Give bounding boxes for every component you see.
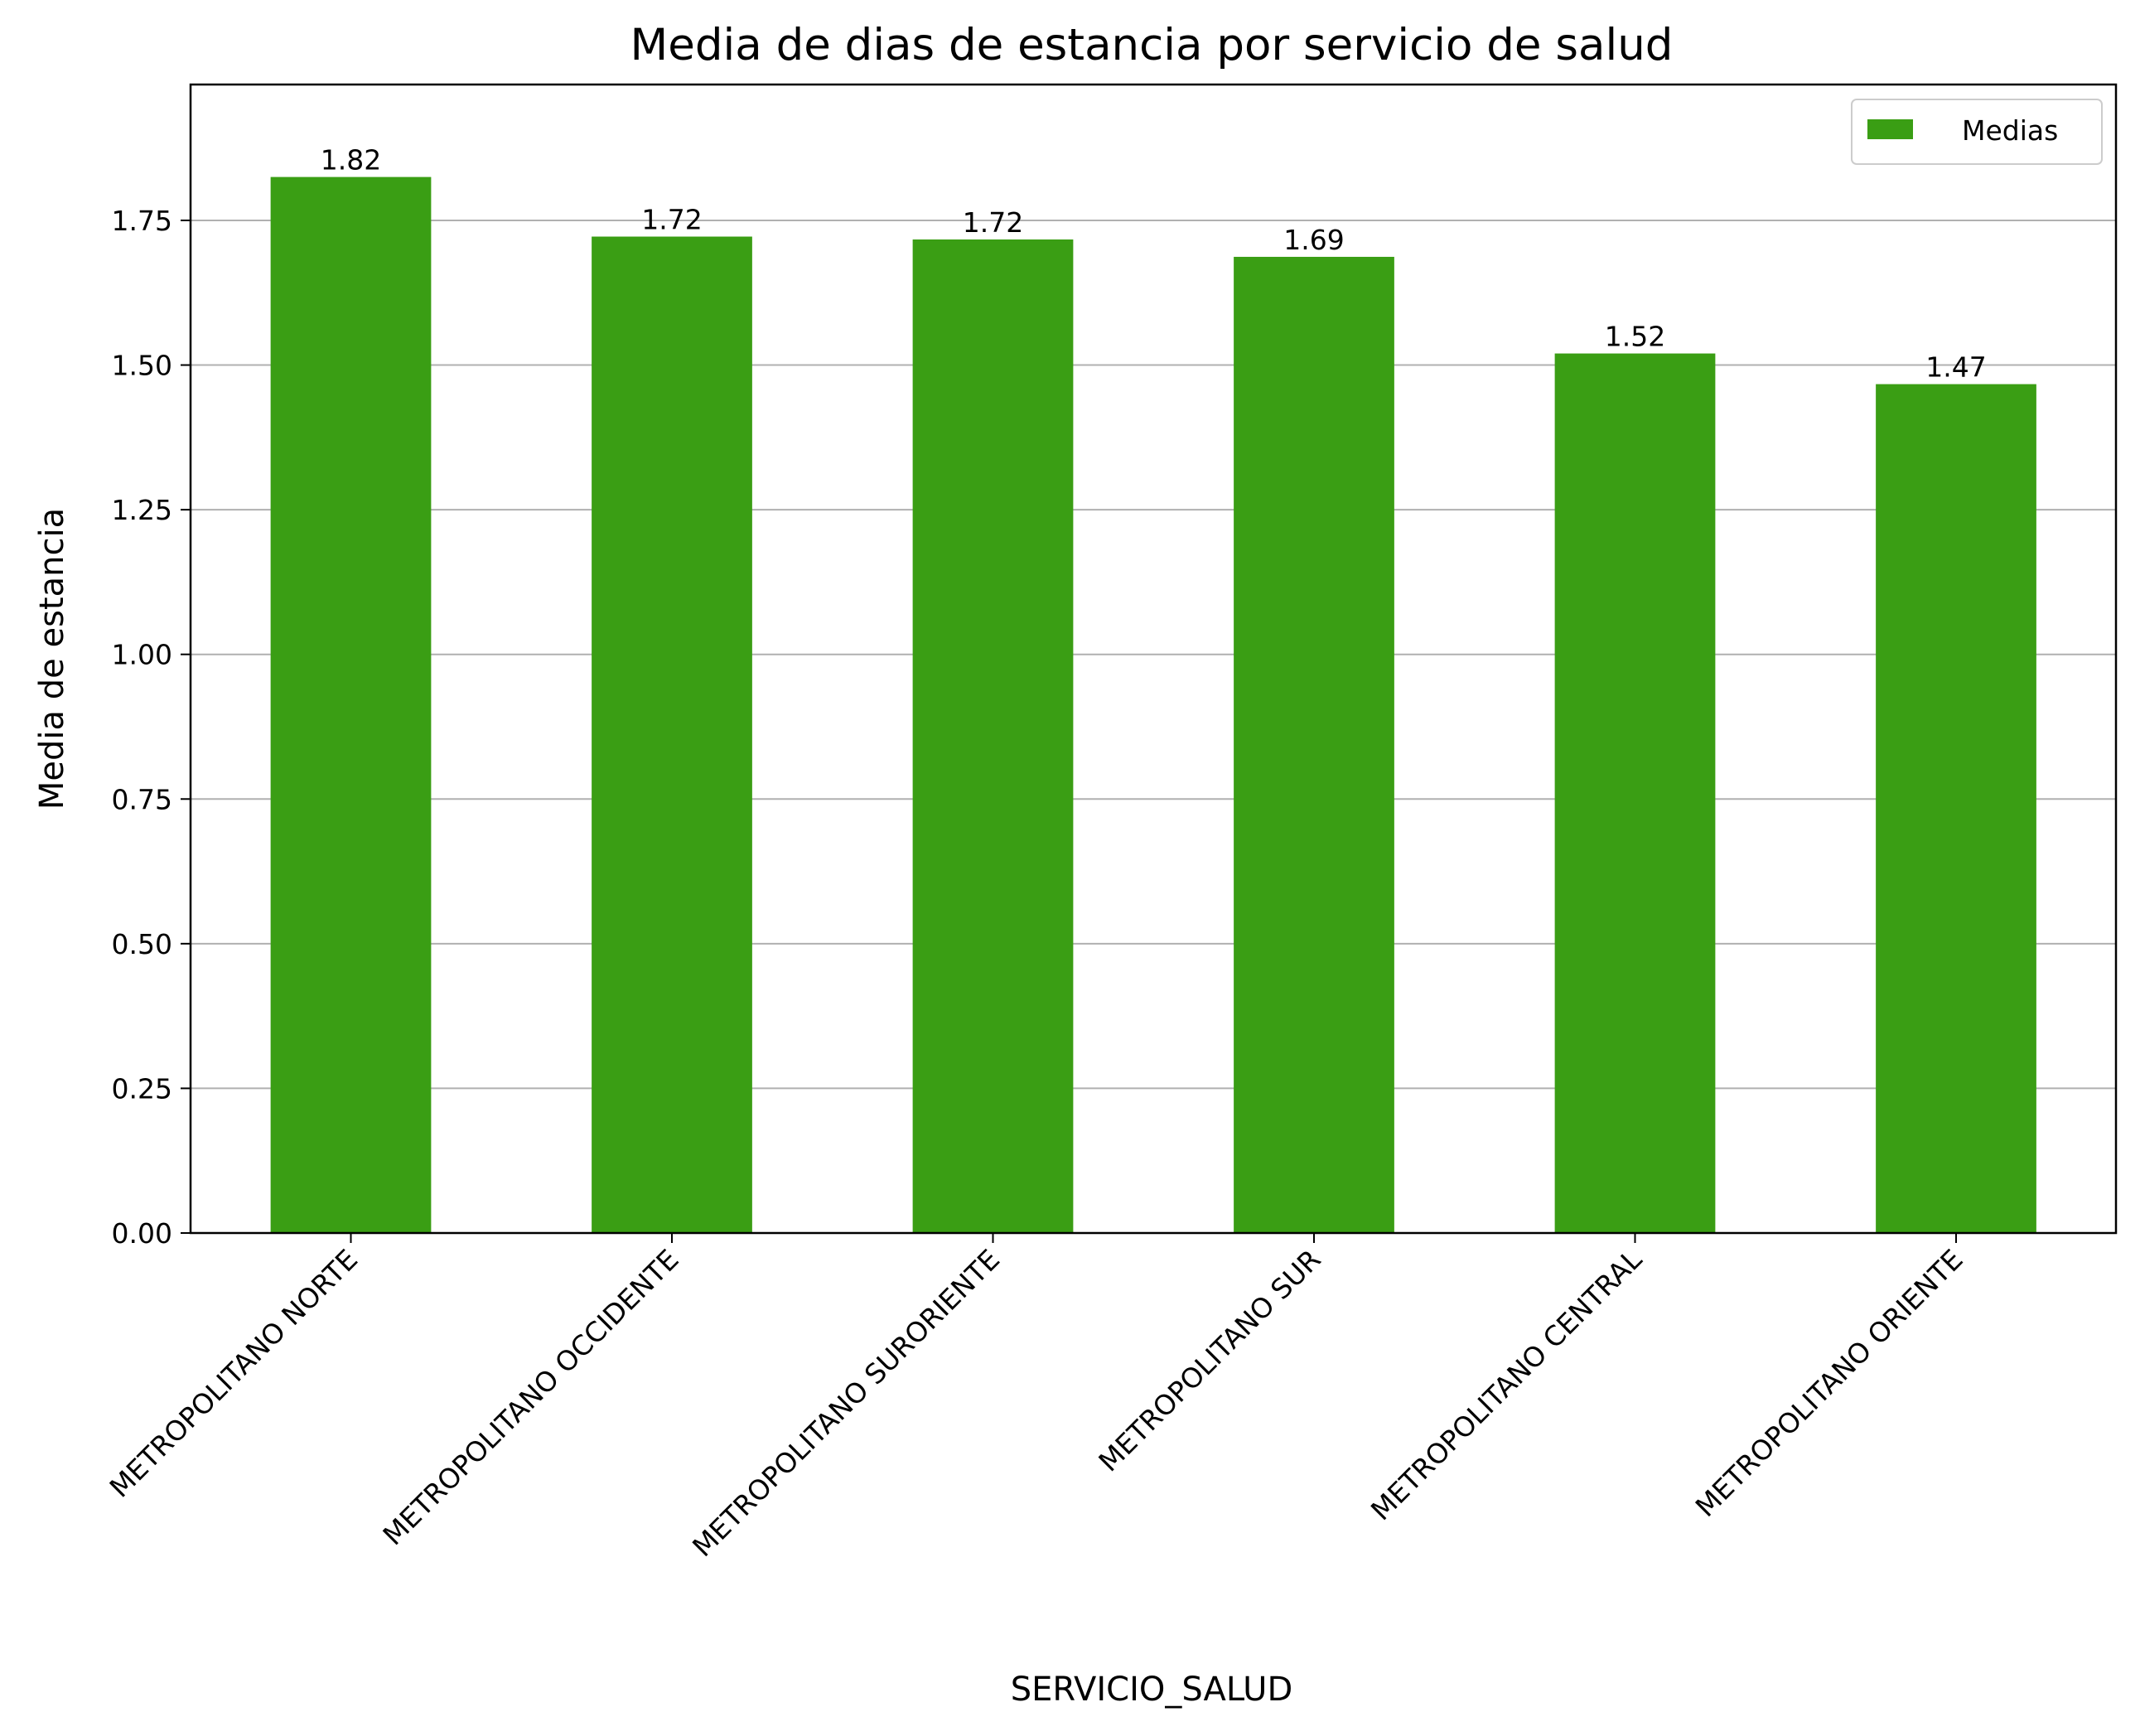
x-tick-label: METROPOLITANO NORTE: [104, 1243, 365, 1504]
x-axis-label: SERVICIO_SALUD: [1011, 1671, 1293, 1709]
data-label: 1.72: [641, 204, 702, 236]
x-axis-ticks: METROPOLITANO NORTE METROPOLITANO OCCIDEN…: [104, 1233, 1969, 1563]
x-tick-label: METROPOLITANO OCCIDENTE: [376, 1243, 684, 1551]
x-tick-label: METROPOLITANO ORIENTE: [1689, 1243, 1969, 1523]
x-tick-label: METROPOLITANO SURORIENTE: [686, 1243, 1006, 1563]
data-labels: 1.82 1.72 1.72 1.69 1.52 1.47: [321, 144, 1987, 384]
legend-frame: [1851, 99, 2103, 165]
bar: [1234, 256, 1394, 1234]
grid-lines: [191, 219, 2116, 1234]
legend: Medias: [1851, 99, 2103, 165]
plot-frame: [189, 83, 2118, 1235]
bar: [592, 236, 752, 1233]
x-tick-label: METROPOLITANO SUR: [1092, 1243, 1326, 1477]
y-tick-label: 1.75: [112, 205, 172, 237]
y-tick-label: 0.50: [112, 928, 172, 960]
data-label: 1.47: [1925, 351, 1986, 384]
bars: [270, 177, 2036, 1234]
y-axis-label: Media de estancia: [33, 508, 71, 810]
data-label: 1.82: [321, 144, 381, 177]
bar: [1554, 353, 1716, 1234]
bar: [1876, 384, 2036, 1233]
y-tick-label: 0.75: [112, 783, 172, 815]
y-tick-label: 1.50: [112, 350, 172, 382]
y-axis-ticks: 0.00 0.25 0.50 0.75 1.00 1.25 1.50 1.75: [112, 205, 191, 1250]
data-label: 1.69: [1283, 224, 1344, 256]
y-tick-label: 0.00: [112, 1217, 172, 1250]
y-tick-label: 0.25: [112, 1072, 172, 1105]
data-label: 1.52: [1605, 321, 1665, 353]
legend-swatch: [1867, 119, 1913, 139]
x-tick-label: METROPOLITANO CENTRAL: [1365, 1243, 1649, 1527]
bar: [270, 177, 432, 1233]
chart-title: Media de dias de estancia por servicio d…: [630, 20, 1674, 70]
legend-label: Medias: [1962, 114, 2058, 147]
y-tick-label: 1.25: [112, 494, 172, 526]
bar: [912, 239, 1074, 1234]
data-label: 1.72: [963, 206, 1023, 239]
y-tick-label: 1.00: [112, 639, 172, 671]
